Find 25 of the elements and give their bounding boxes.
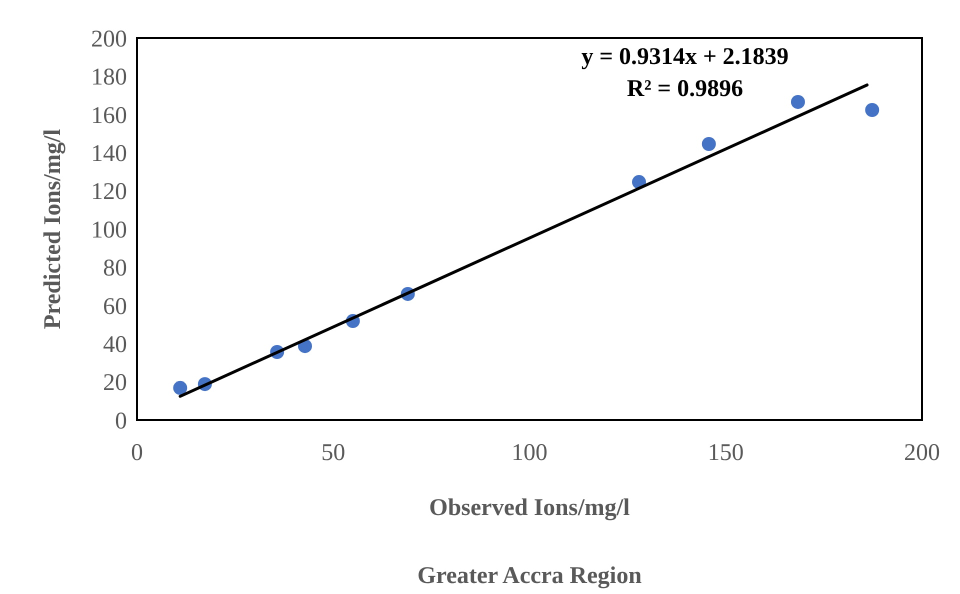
y-tick-label: 160 (91, 102, 127, 129)
y-tick-label: 40 (103, 332, 127, 358)
y-tick-label: 120 (91, 179, 127, 206)
x-tick-label: 200 (904, 440, 940, 466)
y-tick-label: 200 (91, 26, 127, 52)
point (865, 103, 880, 118)
x-tick-label: 50 (321, 440, 346, 466)
x-axis-title: Observed Ions/mg/l (429, 495, 630, 521)
y-tick-label: 140 (91, 141, 127, 167)
x-tick-label: 150 (708, 440, 744, 466)
y-tick-label: 20 (103, 370, 127, 396)
annotation: y = 0.9314x + 2.1839 (581, 44, 789, 70)
y-tick-label: 0 (115, 408, 127, 434)
annotation: R² = 0.9896 (626, 76, 744, 102)
x-tick-label: 100 (512, 440, 548, 466)
y-tick-label: 180 (91, 64, 127, 91)
y-tick-label: 80 (103, 256, 127, 282)
point (173, 380, 188, 395)
x-tick-label: 0 (131, 440, 143, 466)
point (790, 94, 805, 109)
y-tick-label: 100 (91, 217, 127, 244)
text: Greater Accra Region (417, 563, 642, 589)
y-tick-label: 60 (103, 294, 127, 320)
point (702, 137, 716, 152)
y-axis-title: Predicted Ions/mg/l (40, 128, 66, 330)
